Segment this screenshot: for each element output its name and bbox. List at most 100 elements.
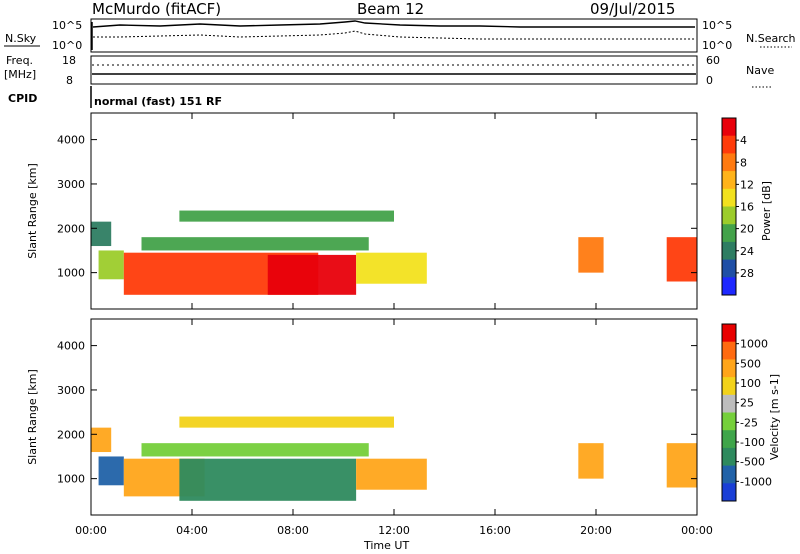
power-ylabel: Slant Range [km]	[26, 163, 39, 259]
noise-right-tick-top: 10^5	[702, 19, 732, 32]
velocity-region-5	[141, 443, 369, 457]
power-marks	[91, 210, 697, 295]
velocity-ytick-label: 1000	[57, 473, 85, 486]
noise-sky-trace	[92, 20, 695, 28]
cpid-row: CPID normal (fast) 151 RF	[8, 86, 222, 108]
date-title: 09/Jul/2015	[590, 0, 675, 18]
velocity-colorbar: 1000 500 100 25 -25 -100 -500 -1000	[721, 323, 772, 502]
velocity-ytick-label: 3000	[57, 384, 85, 397]
noise-left-tick-top: 10^5	[52, 19, 82, 32]
power-colorbar-swatch	[722, 241, 736, 261]
power-region-5	[141, 237, 369, 251]
power-colorbar-label: 8	[740, 156, 747, 169]
velocity-colorbar-label: Velocity [m s-1]	[768, 374, 781, 460]
noise-search-trace	[93, 30, 695, 40]
nave-label: Nave	[746, 64, 774, 77]
power-colorbar-swatch	[722, 153, 736, 172]
cpid-value: normal (fast) 151 RF	[94, 95, 222, 108]
velocity-panel: 1000 2000 3000 4000 Slant Range [km] 1000 50…	[26, 318, 781, 516]
time-tick-label: 16:00	[479, 524, 511, 537]
velocity-colorbar-swatch	[722, 341, 736, 360]
velocity-colorbar-label: 500	[740, 357, 761, 370]
velocity-colorbar-label: -100	[740, 436, 765, 449]
power-region-4	[356, 252, 427, 284]
velocity-colorbar-label: -500	[740, 456, 765, 469]
velocity-colorbar-swatch	[722, 430, 736, 449]
station-title: McMurdo (fitACF)	[92, 0, 221, 18]
velocity-ytick-label: 4000	[57, 340, 85, 353]
velocity-colorbar-swatch	[722, 359, 736, 378]
power-colorbar-label: 20	[740, 223, 754, 236]
time-axis-label: Time UT	[363, 539, 409, 552]
velocity-colorbar-swatch	[722, 324, 736, 343]
nave-tick-bottom: 0	[706, 74, 713, 87]
frequency-label: Freq.	[6, 54, 33, 67]
nave-tick-top: 60	[706, 54, 720, 67]
time-tick-label: 00:00	[75, 524, 107, 537]
power-ytick-label: 4000	[57, 134, 85, 147]
velocity-region-0	[91, 427, 112, 453]
velocity-ylabel: Slant Range [km]	[26, 369, 39, 465]
noise-sky-label: N.Sky	[5, 32, 37, 45]
power-region-8	[666, 237, 697, 282]
power-axes: 1000 2000 3000 4000	[57, 113, 698, 309]
velocity-region-3	[179, 458, 357, 501]
velocity-axes: 1000 2000 3000 4000	[57, 319, 698, 515]
power-colorbar-label: 12	[740, 178, 754, 191]
noise-left-tick-bottom: 10^0	[52, 39, 82, 52]
velocity-colorbar-label: 25	[740, 397, 754, 410]
power-panel: 1000 2000 3000 4000 Slant Range [km] 4 8 12 16…	[26, 112, 773, 310]
power-colorbar: 4 8 12 16 20 24 28	[721, 117, 754, 296]
power-region-0	[91, 221, 112, 247]
power-colorbar-swatch	[722, 224, 736, 243]
velocity-ytick-label: 2000	[57, 428, 85, 441]
power-colorbar-swatch	[722, 171, 736, 190]
power-colorbar-label: 4	[740, 134, 747, 147]
frequency-panel-frame	[90, 55, 698, 85]
beam-title: Beam 12	[357, 0, 424, 18]
power-region-1	[98, 250, 124, 280]
power-colorbar-label: Power [dB]	[760, 181, 773, 241]
velocity-region-1	[98, 456, 124, 486]
velocity-colorbar-swatch	[722, 465, 736, 484]
cpid-label: CPID	[8, 92, 37, 105]
velocity-region-7	[578, 443, 604, 479]
power-colorbar-label: 16	[740, 201, 754, 214]
power-colorbar-swatch	[722, 259, 736, 278]
velocity-colorbar-swatch	[722, 483, 736, 502]
power-ytick-label: 1000	[57, 267, 85, 280]
time-tick-label: 00:00	[681, 524, 713, 537]
power-region-6	[179, 210, 394, 222]
power-region-7	[578, 237, 604, 273]
frequency-panel: Freq. [MHz] 18 8 60 0 Nave	[4, 54, 774, 88]
noise-search-label: N.Search	[746, 32, 796, 45]
power-region-3	[267, 254, 357, 295]
velocity-region-8	[666, 443, 697, 488]
velocity-region-4	[356, 458, 427, 490]
power-colorbar-swatch	[722, 206, 736, 225]
power-colorbar-swatch	[722, 135, 736, 154]
velocity-colorbar-frame	[721, 323, 737, 502]
power-colorbar-swatch	[722, 118, 736, 137]
noise-panel-frame	[90, 18, 698, 53]
time-axis: 00:00 04:00 08:00 12:00 16:00 20:00 00:00	[75, 524, 713, 537]
power-colorbar-swatch	[722, 188, 736, 207]
power-colorbar-label: 28	[740, 267, 754, 280]
power-colorbar-label: 24	[740, 245, 754, 258]
velocity-colorbar-swatch	[722, 377, 736, 396]
time-tick-label: 12:00	[378, 524, 410, 537]
velocity-region-6	[179, 416, 394, 428]
power-ytick-label: 2000	[57, 222, 85, 235]
time-tick-label: 04:00	[176, 524, 208, 537]
frequency-unit: [MHz]	[4, 68, 36, 81]
velocity-marks	[91, 416, 697, 501]
velocity-colorbar-swatch	[722, 447, 736, 467]
frequency-tick-top: 18	[62, 54, 76, 67]
velocity-colorbar-label: -25	[740, 416, 758, 429]
velocity-colorbar-label: 100	[740, 377, 761, 390]
noise-right-tick-bottom: 10^0	[702, 39, 732, 52]
velocity-colorbar-label: 1000	[740, 338, 768, 351]
time-tick-label: 20:00	[580, 524, 612, 537]
noise-panel: N.Sky 10^5 10^0 10^5 10^0 N.Search	[4, 18, 796, 53]
